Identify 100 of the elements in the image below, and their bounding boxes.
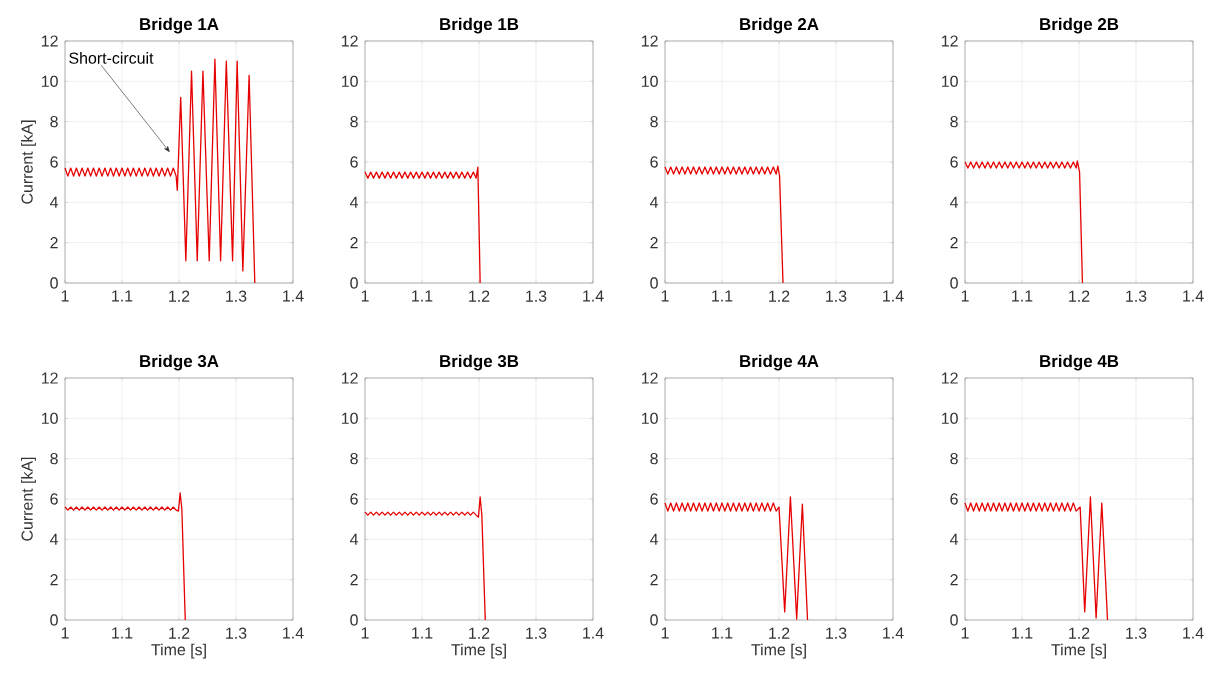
y-tick-label: 6 — [950, 493, 958, 505]
chart-title: Bridge 3A — [140, 354, 219, 371]
y-tick-label: 10 — [941, 75, 958, 87]
y-tick-label: 2 — [350, 574, 358, 586]
x-tick-label: 1.1 — [112, 627, 133, 639]
x-tick-label: 1.1 — [1012, 627, 1033, 639]
x-tick-label: 1.3 — [826, 290, 847, 302]
line-series — [64, 492, 186, 621]
x-tick-label: 1.3 — [1126, 290, 1147, 302]
y-tick-label: 8 — [650, 116, 658, 128]
y-tick-label: 0 — [50, 277, 58, 289]
y-tick-label: 6 — [350, 493, 358, 505]
x-tick-label: 1.4 — [883, 627, 904, 639]
x-tick-label: 1.2 — [169, 627, 190, 639]
x-tick-label: 1 — [661, 290, 669, 302]
x-tick-label: 1.3 — [226, 290, 247, 302]
line-series — [964, 160, 1084, 284]
y-tick-label: 0 — [950, 614, 958, 626]
x-tick-label: 1.2 — [769, 627, 790, 639]
x-tick-label: 1.1 — [712, 290, 733, 302]
x-tick-label: 1.4 — [1183, 290, 1204, 302]
y-tick-label: 2 — [50, 237, 58, 249]
x-tick-label: 1.4 — [1183, 627, 1204, 639]
x-tick-label: 1 — [61, 290, 69, 302]
x-axis-title: Time [s] — [1051, 643, 1106, 659]
x-tick-label: 1 — [361, 290, 369, 302]
x-tick-label: 1.2 — [469, 627, 490, 639]
x-tick-label: 1 — [61, 627, 69, 639]
chart-title: Bridge 1B — [440, 17, 519, 34]
y-tick-label: 10 — [341, 412, 358, 424]
y-tick-label: 4 — [649, 196, 659, 208]
x-tick-label: 1.2 — [169, 290, 190, 302]
x-tick-label: 1.4 — [283, 627, 304, 639]
x-tick-label: 1.3 — [526, 627, 547, 639]
y-tick-label: 2 — [950, 237, 958, 249]
y-tick-label: 6 — [350, 156, 358, 168]
x-axis-title: Time [s] — [751, 643, 806, 659]
y-tick-label: 12 — [941, 35, 958, 47]
y-tick-label: 12 — [41, 372, 58, 384]
x-tick-label: 1.1 — [1012, 290, 1033, 302]
x-tick-label: 1.3 — [1126, 627, 1147, 639]
chart-title: Bridge 4A — [740, 354, 819, 371]
x-tick-label: 1.1 — [112, 290, 133, 302]
y-tick-label: 6 — [50, 493, 58, 505]
y-tick-label: 2 — [50, 574, 58, 586]
y-tick-label: 8 — [950, 453, 958, 465]
y-tick-label: 6 — [650, 156, 658, 168]
chart-title: Bridge 1A — [140, 17, 219, 34]
y-tick-label: 10 — [641, 412, 658, 424]
line-series — [964, 496, 1109, 621]
y-tick-label: 4 — [950, 533, 959, 545]
y-tick-label: 12 — [941, 372, 958, 384]
annotation: Short-circuit — [69, 52, 154, 64]
x-tick-label: 1.1 — [712, 627, 733, 639]
chart-title: Bridge 2B — [1040, 17, 1119, 34]
y-tick-label: 12 — [41, 35, 58, 47]
x-axis-title: Time [s] — [451, 643, 506, 659]
y-tick-label: 8 — [50, 116, 58, 128]
y-tick-label: 10 — [41, 75, 58, 87]
y-tick-label: 6 — [950, 156, 958, 168]
chart-title: Bridge 4B — [1040, 354, 1119, 371]
y-tick-label: 0 — [950, 277, 958, 289]
line-series — [364, 166, 481, 284]
line-series — [364, 496, 486, 621]
y-tick-label: 12 — [341, 372, 358, 384]
chart-title: Bridge 2A — [740, 17, 819, 34]
x-tick-label: 1.1 — [412, 290, 433, 302]
x-tick-label: 1.4 — [583, 627, 604, 639]
y-tick-label: 12 — [341, 35, 358, 47]
y-tick-label: 4 — [950, 196, 959, 208]
y-tick-label: 4 — [649, 533, 659, 545]
chart-title: Bridge 3B — [440, 354, 519, 371]
y-tick-label: 4 — [349, 196, 359, 208]
y-tick-label: 0 — [50, 614, 58, 626]
y-tick-label: 2 — [950, 574, 958, 586]
x-tick-label: 1.4 — [283, 290, 304, 302]
x-axis-title: Time [s] — [151, 643, 206, 659]
y-tick-label: 0 — [350, 277, 358, 289]
x-tick-label: 1.3 — [226, 627, 247, 639]
y-axis-title: Current [kA] — [21, 457, 36, 541]
y-tick-label: 10 — [641, 75, 658, 87]
y-tick-label: 4 — [349, 533, 359, 545]
y-tick-label: 10 — [941, 412, 958, 424]
y-tick-label: 8 — [50, 453, 58, 465]
y-tick-label: 2 — [650, 574, 658, 586]
y-tick-label: 6 — [50, 156, 58, 168]
x-tick-label: 1.4 — [583, 290, 604, 302]
x-tick-label: 1 — [961, 290, 969, 302]
line-series — [664, 165, 784, 284]
y-tick-label: 0 — [650, 277, 658, 289]
y-tick-label: 12 — [641, 35, 658, 47]
y-tick-label: 10 — [341, 75, 358, 87]
y-axis-title: Current [kA] — [21, 120, 36, 204]
x-tick-label: 1 — [361, 627, 369, 639]
x-tick-label: 1.3 — [526, 290, 547, 302]
y-tick-label: 8 — [350, 453, 358, 465]
y-tick-label: 8 — [350, 116, 358, 128]
x-tick-label: 1.1 — [412, 627, 433, 639]
y-tick-label: 4 — [49, 196, 59, 208]
y-tick-label: 12 — [641, 372, 658, 384]
